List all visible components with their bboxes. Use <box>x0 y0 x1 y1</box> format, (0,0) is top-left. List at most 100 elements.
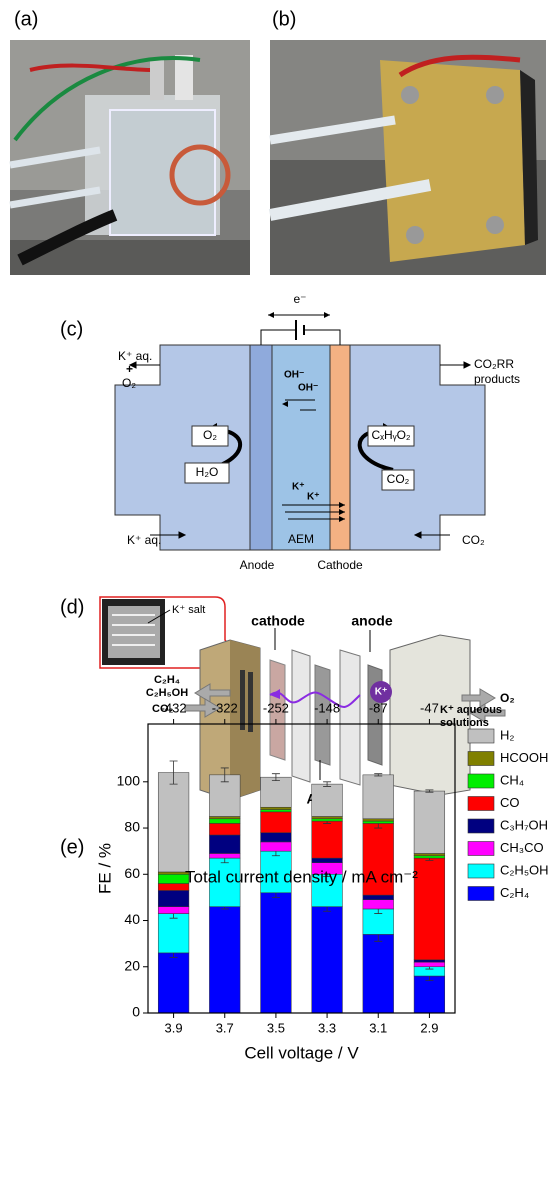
label: O₂ <box>122 376 136 390</box>
y-tick-label: 80 <box>124 819 140 835</box>
label: OH⁻ <box>284 370 304 381</box>
panel-label: (a) <box>14 8 38 30</box>
legend-label: CH₄ <box>500 772 524 787</box>
bar-segment <box>413 975 446 1014</box>
label: H₂O <box>196 465 219 479</box>
legend-swatch <box>467 886 495 901</box>
bar-segment <box>311 906 343 1014</box>
photo-a <box>9 40 250 275</box>
legend-swatch <box>467 863 495 879</box>
error-bar <box>323 781 332 787</box>
top-tick-label: -47 <box>420 700 439 715</box>
photo-b <box>268 40 546 275</box>
x-tick-label: 2.9 <box>420 1020 438 1035</box>
legend-label: HCOOH <box>500 750 548 765</box>
bar-segment <box>209 857 241 907</box>
bar-segment <box>260 809 292 813</box>
label: CₓHᵧO₂ <box>371 428 410 442</box>
label: CO₂ <box>387 472 410 486</box>
bar-segment <box>209 816 241 820</box>
bar-segment <box>260 832 292 843</box>
label: + <box>126 362 133 376</box>
legend-label: C₃H₇OH <box>500 817 548 832</box>
bar-segment <box>362 894 394 900</box>
bar-segment <box>413 790 446 854</box>
label: C₂H₄ <box>154 674 180 686</box>
bar-segment <box>362 818 394 822</box>
top-tick-label: -87 <box>369 700 388 715</box>
bar-segment <box>311 820 343 859</box>
label: O₂ <box>500 691 515 705</box>
bar-segment <box>209 818 241 824</box>
bar-segment <box>362 823 394 896</box>
bar-segment <box>260 850 292 894</box>
label: CO₂ <box>152 703 174 715</box>
y-axis-title: FE / % <box>95 843 114 894</box>
legend-label: C₂H₄ <box>500 885 529 900</box>
bar-segment <box>209 823 241 836</box>
legend-label: CH₃CO <box>500 840 544 855</box>
label: C₂H₅OH <box>146 687 188 699</box>
x-axis-title: Cell voltage / V <box>244 1043 359 1062</box>
bar-segment <box>209 906 241 1014</box>
label: K⁺ aqueous <box>440 704 502 716</box>
top-tick-label: -432 <box>161 700 187 715</box>
label: Cathode <box>317 558 363 572</box>
top-tick-label: -148 <box>314 700 340 715</box>
bar-segment <box>362 934 394 1014</box>
bar-segment <box>362 774 394 820</box>
bar-segment <box>260 811 292 833</box>
y-tick-label: 60 <box>124 865 140 881</box>
panel-label: (b) <box>272 8 296 30</box>
bar-segment <box>413 853 446 857</box>
bar-segment <box>311 874 343 907</box>
label: cathode <box>251 613 305 629</box>
bar-segment <box>157 952 190 1014</box>
bar-segment <box>413 961 446 968</box>
error-bar <box>220 767 229 783</box>
plot-frame <box>147 723 456 1014</box>
label: e⁻ <box>293 292 306 306</box>
bar-segment <box>311 857 343 863</box>
top-axis-title: Total current density / mA cm⁻² <box>185 867 418 886</box>
bar-segment <box>157 772 190 873</box>
x-tick-label: 3.9 <box>165 1020 183 1035</box>
legend-swatch <box>467 751 495 766</box>
label: anode <box>351 613 392 629</box>
label: solutions <box>440 717 489 729</box>
label: K⁺ aq. <box>118 349 152 363</box>
legend-label: CO <box>500 795 520 810</box>
label: K⁺ <box>375 687 388 698</box>
label: K⁺ <box>307 492 320 503</box>
bar-segment <box>413 857 446 961</box>
bar-segment <box>311 816 343 820</box>
label: CO₂RR <box>474 357 514 371</box>
exploded-view <box>99 596 506 801</box>
bar-segment <box>413 855 446 859</box>
legend-swatch <box>467 841 495 856</box>
cell-diagram <box>114 312 486 551</box>
y-tick-label: 0 <box>132 1004 140 1020</box>
y-tick-label: 100 <box>117 773 141 789</box>
panel-label: (c) <box>60 318 83 340</box>
bar-segment <box>157 913 190 954</box>
bar-segment <box>362 820 394 824</box>
label: AEM <box>288 532 314 546</box>
bar-segment <box>157 906 190 914</box>
chart: 0 20 40 60 80 100 3.9 -432 3.7 -322 3.5 -252 3.3 -148… <box>95 700 548 1062</box>
bar-segment <box>209 834 241 854</box>
legend-label: C₂H₅OH <box>500 862 549 877</box>
bar-segment <box>362 899 394 910</box>
legend-swatch <box>467 796 495 811</box>
y-tick-label: 40 <box>124 911 140 927</box>
label: K⁺ <box>292 482 305 493</box>
error-bar <box>425 789 434 793</box>
label: K⁺ aq. <box>127 533 161 547</box>
y-tick-label: 20 <box>124 957 140 973</box>
x-tick-label: 3.3 <box>318 1020 336 1035</box>
label: OH⁻ <box>298 383 318 394</box>
legend-swatch <box>467 818 495 834</box>
bar-segment <box>260 841 292 852</box>
top-tick-label: -252 <box>263 700 289 715</box>
